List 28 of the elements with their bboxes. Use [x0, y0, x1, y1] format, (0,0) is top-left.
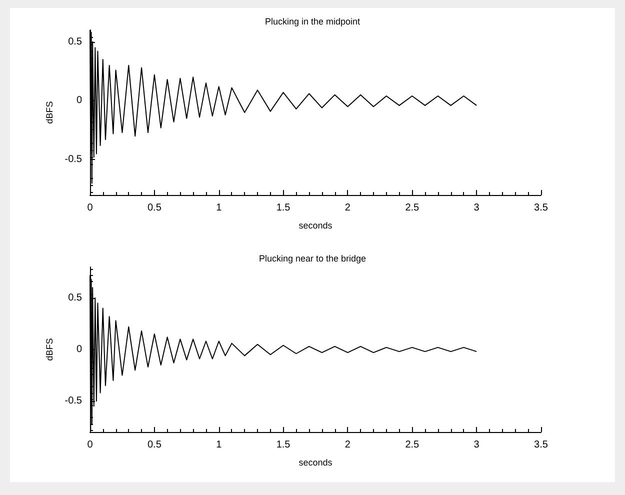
chart-title: Plucking in the midpoint — [264, 16, 361, 26]
x-tick-label: 0 — [87, 202, 94, 214]
x-tick-label: 3.5 — [534, 440, 548, 450]
x-axis-title: seconds — [298, 458, 333, 468]
x-tick-label: 0.5 — [147, 440, 162, 450]
y-axis-title: dBFS — [44, 101, 54, 124]
x-tick-label: 1 — [216, 440, 222, 450]
y-tick-label: 0.5 — [68, 292, 82, 304]
x-tick-label: 3 — [474, 202, 480, 214]
x-tick-label: 2.5 — [405, 440, 420, 450]
x-tick-label: 2.5 — [405, 202, 420, 214]
y-axis-title: dBFS — [44, 338, 54, 361]
y-tick-label: 0 — [76, 344, 82, 355]
y-tick-label: 0 — [76, 95, 82, 106]
x-tick-label: 2 — [344, 202, 351, 214]
x-tick-label: 3.5 — [534, 202, 548, 214]
y-tick-label: -0.5 — [64, 396, 82, 407]
x-tick-label: 1 — [216, 202, 222, 214]
y-tick-label: 0.5 — [68, 36, 82, 48]
y-tick-label: -0.5 — [64, 154, 82, 166]
x-tick-label: 1.5 — [276, 202, 291, 214]
x-tick-label: 3 — [474, 440, 480, 450]
x-tick-label: 0.5 — [147, 202, 162, 214]
x-tick-label: 2 — [344, 440, 351, 450]
x-axis-title: seconds — [298, 220, 333, 230]
chart-title: Plucking near to the bridge — [258, 254, 366, 264]
x-tick-label: 0 — [87, 440, 94, 450]
x-tick-label: 1.5 — [276, 440, 291, 450]
